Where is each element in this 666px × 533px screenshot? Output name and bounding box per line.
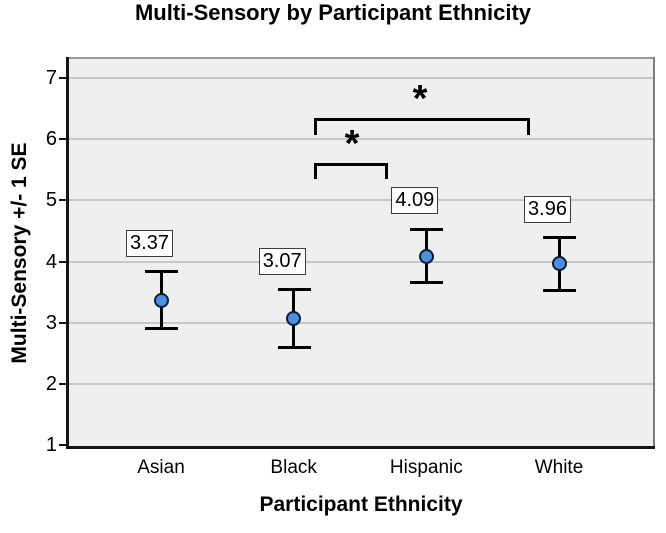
gridline — [69, 260, 653, 263]
x-tick-label-white: White — [534, 457, 584, 478]
errorbar-cap-bottom — [410, 281, 444, 285]
value-label-asian: 3.37 — [126, 229, 173, 257]
errorbar-cap-top — [277, 288, 311, 292]
sig-star: * — [412, 78, 428, 120]
x-tick-label-hispanic: Hispanic — [389, 457, 463, 478]
errorbar-cap-top — [543, 236, 576, 240]
value-label-black: 3.07 — [258, 247, 306, 275]
value-label-white: 3.96 — [524, 195, 571, 223]
x-axis-title: Participant Ethnicity — [259, 493, 463, 516]
y-tick-label: 7 — [45, 67, 57, 89]
sig-bracket-black-white — [314, 118, 530, 135]
chart-title: Multi-Sensory by Participant Ethnicity — [134, 0, 532, 25]
x-tick-label-asian: Asian — [137, 457, 185, 478]
y-tick-mark — [59, 199, 67, 202]
sig-bracket-black-hispanic — [314, 163, 388, 179]
x-axis-line — [66, 446, 655, 449]
y-tick-mark — [59, 444, 67, 447]
value-label-hispanic: 4.09 — [391, 187, 439, 215]
y-tick-mark — [59, 382, 67, 385]
y-tick-label: 6 — [45, 128, 57, 151]
y-tick-label: 1 — [45, 434, 57, 457]
errorbar-cap-top — [410, 227, 444, 231]
x-tick-label-black: Black — [270, 457, 317, 478]
errorbar-cap-bottom — [145, 326, 178, 330]
plot-frame-right — [653, 57, 655, 448]
gridline — [69, 77, 653, 79]
errorbar-cap-bottom — [543, 288, 576, 292]
y-tick-label: 2 — [45, 372, 57, 395]
plot-frame-top — [67, 57, 655, 59]
sig-star: * — [344, 123, 360, 165]
errorbar-cap-bottom — [277, 345, 311, 349]
y-tick-mark — [59, 321, 67, 324]
y-axis-line — [66, 57, 69, 449]
mean-marker-white — [551, 256, 567, 272]
y-tick-label: 5 — [45, 189, 57, 212]
y-tick-mark — [59, 260, 67, 263]
y-tick-label: 4 — [45, 250, 57, 273]
y-tick-mark — [59, 138, 67, 141]
mean-marker-hispanic — [418, 248, 434, 264]
mean-marker-asian — [153, 292, 169, 308]
gridline — [69, 138, 653, 141]
errorbar-cap-top — [145, 270, 178, 274]
y-tick-label: 3 — [45, 311, 57, 334]
gridline — [69, 321, 653, 324]
y-tick-mark — [59, 77, 67, 79]
gridline — [69, 382, 653, 385]
gridline — [69, 199, 653, 202]
mean-marker-black — [286, 310, 302, 326]
